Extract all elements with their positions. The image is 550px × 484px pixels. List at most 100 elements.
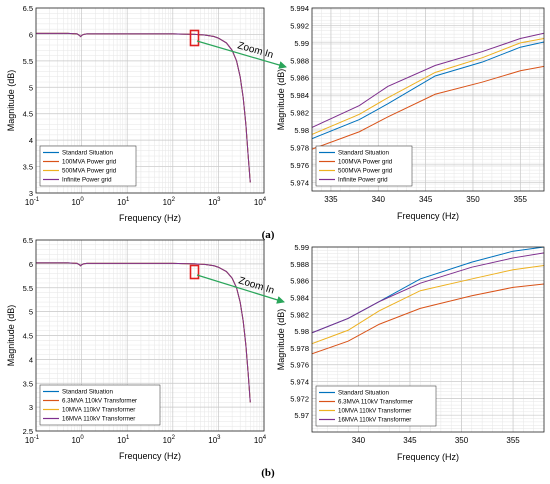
caption-a: (a) — [262, 229, 275, 241]
legend-entry: Standard Situation — [338, 150, 389, 157]
legend-entry: Infinite Power grid — [62, 177, 112, 184]
x-tick-label: 101 — [117, 197, 130, 207]
y-tick-label: 5.994 — [290, 4, 309, 13]
y-tick-label: 6 — [29, 260, 33, 269]
legend-entry: 500MVA Power grid — [338, 168, 393, 175]
series-line — [312, 265, 544, 345]
y-tick-label: 5.5 — [23, 57, 33, 66]
x-tick-label: 340 — [372, 195, 386, 204]
legend-entry: 6.3MVA 110kV Transformer — [62, 398, 137, 405]
legend-entry: Standard Situation — [62, 389, 113, 396]
x-axis-label: Frequency (Hz) — [119, 213, 181, 223]
chart-b-overview: 10-1 100 101 102 103 104 2.5 3 3.5 4 4.5 5 5.5 6 6.5 Fr… — [6, 236, 267, 461]
y-axis-label: Magnitude (dB) — [276, 69, 286, 131]
x-tick-label: 10-1 — [25, 197, 40, 207]
y-tick-label: 5.992 — [290, 21, 309, 30]
zoom-arrow-b — [196, 274, 285, 304]
series-line — [36, 32, 251, 183]
x-tick-label: 355 — [514, 195, 528, 204]
y-tick-label: 5.988 — [290, 56, 309, 65]
legend-entry: 16MVA 110kV Transformer — [338, 417, 411, 424]
y-axis-label: Magnitude (dB) — [276, 309, 286, 371]
legend-entry: Standard Situation — [62, 150, 113, 157]
y-tick-label: 5.984 — [290, 293, 309, 302]
series-line — [312, 41, 544, 140]
y-tick-label: 5.976 — [290, 361, 309, 370]
y-tick-label: 5.99 — [294, 243, 309, 252]
y-tick-label: 5.978 — [290, 344, 309, 353]
y-tick-label: 3.5 — [23, 163, 33, 172]
y-tick-label: 5.988 — [290, 260, 309, 269]
legend-entry: 500MVA Power grid — [62, 168, 117, 175]
series-group — [36, 32, 251, 183]
legend-entry: 100MVA Power grid — [338, 159, 393, 166]
y-tick-label: 5.982 — [290, 310, 309, 319]
y-tick-label: 5.986 — [290, 277, 309, 286]
legend-entry: 10MVA 110kV Transformer — [62, 407, 135, 414]
x-tick-label: 355 — [506, 436, 520, 445]
legend-entry: 16MVA 110kV Transformer — [62, 416, 135, 423]
y-tick-label: 5.99 — [294, 39, 309, 48]
x-tick-label: 350 — [455, 436, 469, 445]
x-tick-label: 102 — [163, 435, 176, 445]
zoom-box-b — [189, 264, 200, 280]
y-tick-label: 2.5 — [23, 427, 33, 436]
legend-entry: 10MVA 110kV Transformer — [338, 408, 411, 415]
y-tick-label: 6.5 — [23, 236, 33, 245]
legend-box — [39, 384, 161, 426]
x-tick-label: 103 — [208, 435, 221, 445]
y-tick-label: 6.5 — [23, 4, 33, 13]
y-tick-label: 5 — [29, 308, 33, 317]
series-group — [36, 262, 251, 403]
x-tick-label: 350 — [466, 195, 480, 204]
x-tick-label: 345 — [403, 436, 417, 445]
y-tick-label: 5.5 — [23, 284, 33, 293]
series-line — [312, 252, 544, 334]
y-tick-label: 5.974 — [290, 378, 309, 387]
y-tick-label: 5.972 — [290, 394, 309, 403]
series-group — [312, 32, 544, 150]
chart-b-zoom: 340 345 350 355 5.97 5.972 5.974 5.976 5.978 5.98… — [276, 243, 545, 462]
chart-a-zoom: 335 340 345 350 355 5.974 5.976 5.978 5.98 5.982 5… — [276, 4, 545, 221]
axes-box — [35, 7, 265, 194]
y-tick-label: 4 — [29, 355, 33, 364]
series-line — [312, 38, 544, 135]
y-tick-label: 3.5 — [23, 379, 33, 388]
legend: Standard Situation 100MVA Power grid 500MV… — [39, 145, 137, 187]
x-tick-label: 335 — [324, 195, 338, 204]
y-tick-label: 6 — [29, 30, 33, 39]
legend: Standard Situation 100MVA Power grid 500MV… — [315, 145, 413, 187]
y-tick-label: 5.986 — [290, 74, 309, 83]
legend: Standard Situation 6.3MVA 110kV Transform… — [39, 384, 161, 426]
x-tick-label: 100 — [71, 197, 84, 207]
y-tick-label: 5.984 — [290, 91, 309, 100]
x-tick-label: 103 — [208, 197, 221, 207]
series-line — [312, 32, 544, 128]
legend-entry: 6.3MVA 110kV Transformer — [338, 399, 413, 406]
x-tick-label: 104 — [254, 435, 267, 445]
caption-b: (b) — [261, 467, 275, 479]
legend-entry: 100MVA Power grid — [62, 159, 117, 166]
y-tick-label: 5.974 — [290, 178, 309, 187]
series-line — [36, 262, 251, 403]
y-tick-label: 4.5 — [23, 110, 33, 119]
series-line — [312, 283, 544, 355]
axes-box — [311, 7, 545, 192]
series-group — [312, 247, 544, 355]
x-tick-label: 101 — [117, 435, 130, 445]
zoom-arrow-a — [196, 40, 287, 69]
y-tick-label: 5.978 — [290, 143, 309, 152]
legend-box — [315, 385, 437, 427]
x-axis-label: Frequency (Hz) — [119, 451, 181, 461]
y-axis-label: Magnitude (dB) — [6, 305, 16, 367]
y-tick-label: 5.97 — [294, 411, 309, 420]
x-tick-label: 345 — [419, 195, 433, 204]
y-tick-label: 5.98 — [294, 327, 309, 336]
y-tick-label: 5.982 — [290, 109, 309, 118]
x-axis-label: Frequency (Hz) — [397, 452, 459, 462]
axes-box — [311, 246, 545, 433]
axes-box — [35, 239, 265, 432]
y-tick-label: 4.5 — [23, 332, 33, 341]
x-tick-label: 102 — [163, 197, 176, 207]
